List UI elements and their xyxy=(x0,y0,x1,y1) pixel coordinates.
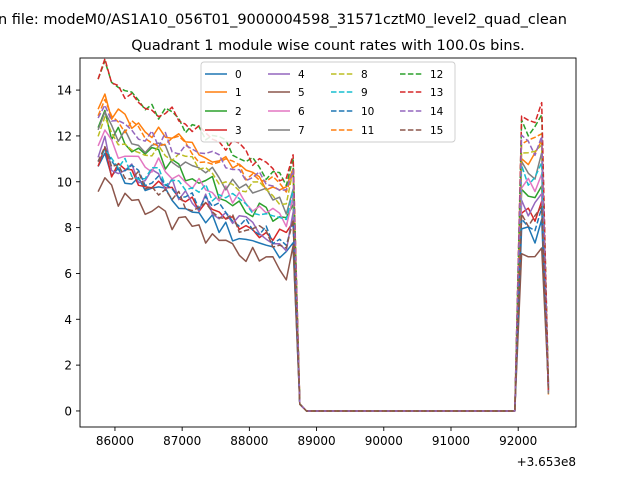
legend-label-15: 15 xyxy=(430,125,443,137)
legend-label-4: 4 xyxy=(298,69,305,81)
legend-label-5: 5 xyxy=(298,87,305,99)
y-tick-label: 2 xyxy=(64,359,72,373)
y-tick-label: 0 xyxy=(64,404,72,418)
legend-label-1: 1 xyxy=(235,87,242,99)
legend-label-6: 6 xyxy=(298,106,305,118)
y-tick-label: 6 xyxy=(64,267,72,281)
legend-label-3: 3 xyxy=(235,125,242,137)
y-tick-label: 12 xyxy=(57,129,72,143)
x-offset-label: +3.653e8 xyxy=(517,455,576,469)
x-tick-label: 88000 xyxy=(230,434,268,448)
legend-label-8: 8 xyxy=(361,69,368,81)
legend-label-10: 10 xyxy=(361,106,374,118)
y-tick-label: 14 xyxy=(57,84,72,98)
series-layer xyxy=(97,58,550,412)
x-tick-label: 86000 xyxy=(96,434,134,448)
y-axis: 0 2 4 6 8 10 12 14 xyxy=(57,84,80,418)
legend-label-0: 0 xyxy=(235,69,242,81)
x-tick-label: 91000 xyxy=(432,434,470,448)
x-tick-label: 90000 xyxy=(365,434,403,448)
x-axis: 86000 87000 88000 89000 90000 91000 92000 xyxy=(96,427,537,448)
legend-label-9: 9 xyxy=(361,87,368,99)
legend-label-14: 14 xyxy=(430,106,444,118)
series-line-8 xyxy=(97,116,550,412)
legend-label-11: 11 xyxy=(361,125,374,137)
x-tick-label: 92000 xyxy=(499,434,537,448)
x-tick-label: 89000 xyxy=(297,434,335,448)
y-tick-label: 10 xyxy=(57,175,72,189)
chart-title: Quadrant 1 module wise count rates with … xyxy=(131,38,525,54)
plot-frame xyxy=(79,57,577,428)
legend-label-7: 7 xyxy=(298,125,305,137)
x-tick-label: 87000 xyxy=(163,434,201,448)
legend-frame xyxy=(200,61,456,143)
y-tick-label: 4 xyxy=(64,313,72,327)
legend-label-2: 2 xyxy=(235,106,242,118)
y-tick-label: 8 xyxy=(64,221,72,235)
legend-label-13: 13 xyxy=(430,87,443,99)
figure-suptitle: n file: modeM0/AS1A10_056T01_9000004598_… xyxy=(0,12,567,28)
series-line-15 xyxy=(97,145,550,412)
legend-label-12: 12 xyxy=(430,69,443,81)
